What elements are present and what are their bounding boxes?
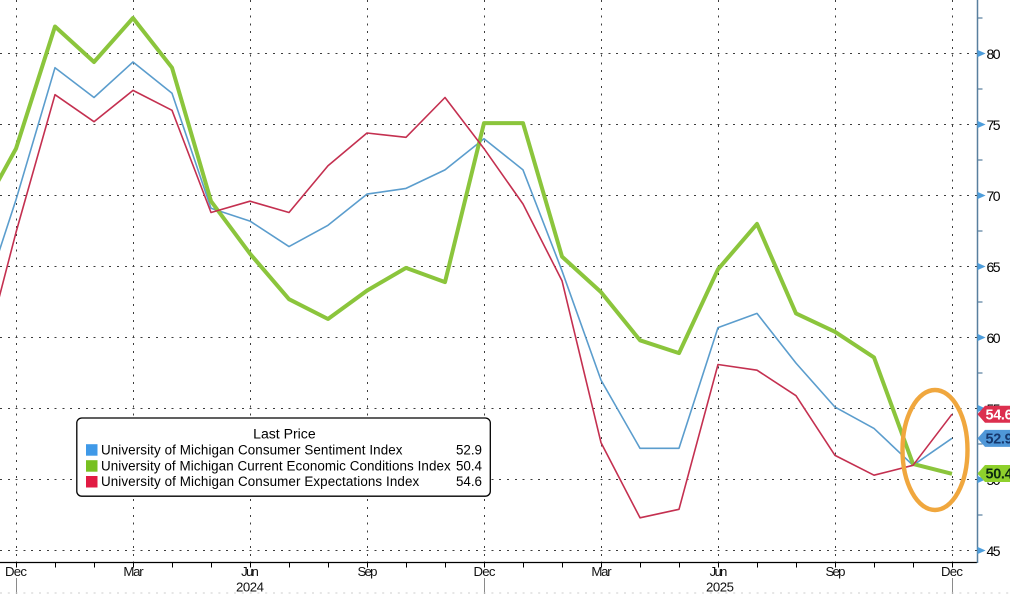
svg-text:80: 80 (987, 46, 1001, 62)
svg-text:Dec: Dec (941, 564, 963, 579)
svg-text:Sep: Sep (826, 564, 846, 579)
svg-text:University of Michigan Consume: University of Michigan Consumer Sentimen… (101, 442, 403, 457)
svg-text:Dec: Dec (474, 564, 496, 579)
svg-text:65: 65 (987, 259, 1001, 275)
svg-text:2025: 2025 (706, 580, 734, 594)
svg-text:Last Price: Last Price (253, 427, 316, 442)
svg-text:Jun: Jun (710, 564, 728, 579)
svg-text:Mar: Mar (591, 564, 612, 579)
svg-text:54.6: 54.6 (986, 407, 1010, 423)
svg-text:University of Michigan Consume: University of Michigan Consumer Expectat… (101, 474, 419, 489)
svg-text:Jun: Jun (241, 564, 259, 579)
svg-text:Dec: Dec (5, 564, 27, 579)
svg-text:50.4: 50.4 (456, 458, 483, 473)
svg-text:University of Michigan Current: University of Michigan Current Economic … (101, 458, 451, 473)
svg-text:60: 60 (987, 330, 1001, 346)
svg-text:Sep: Sep (358, 564, 378, 579)
svg-text:70: 70 (987, 188, 1001, 204)
svg-text:52.9: 52.9 (456, 442, 482, 457)
svg-text:52.9: 52.9 (986, 432, 1010, 448)
svg-text:2024: 2024 (236, 580, 264, 594)
svg-text:Mar: Mar (123, 564, 144, 579)
svg-text:54.6: 54.6 (456, 474, 482, 489)
svg-text:45: 45 (987, 543, 1001, 559)
svg-text:50.4: 50.4 (986, 467, 1010, 483)
svg-text:75: 75 (987, 117, 1001, 133)
